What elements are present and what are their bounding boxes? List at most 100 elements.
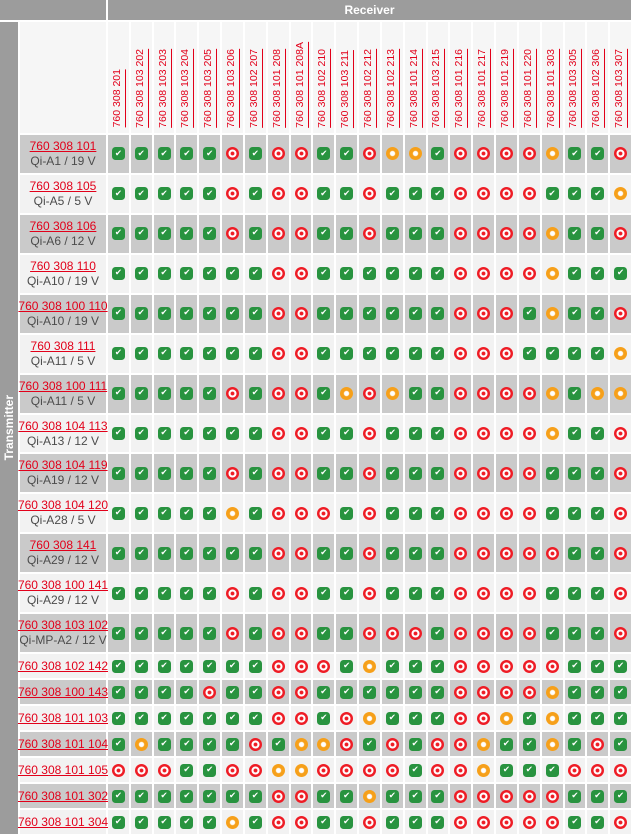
status-icon-not-compatible — [294, 187, 308, 201]
receiver-code-link[interactable]: 760 308 103 204 — [179, 49, 195, 128]
receiver-code-link[interactable]: 760 308 102 213 — [384, 49, 400, 128]
status-icon-compatible — [317, 267, 331, 281]
matrix-cell — [564, 454, 586, 493]
status-icon-compatible — [568, 711, 582, 725]
matrix-cell — [108, 784, 129, 809]
column-header-cell: 760 308 101 214 — [404, 22, 426, 133]
transmitter-code-link[interactable]: 760 308 106 — [29, 218, 97, 233]
transmitter-code-link[interactable]: 760 308 101 103 — [17, 710, 109, 725]
transmitter-code-link[interactable]: 760 308 100 111 — [18, 378, 108, 393]
matrix-cell — [336, 732, 358, 757]
receiver-code-link[interactable]: 760 308 103 203 — [156, 49, 172, 128]
transmitter-code-link[interactable]: 760 308 104 119 — [18, 458, 108, 473]
transmitter-row: 760 308 100 141 Qi-A29 / 12 V — [17, 574, 631, 613]
status-icon-not-compatible — [522, 466, 536, 480]
matrix-cell — [222, 534, 243, 573]
matrix-cell — [290, 680, 312, 705]
matrix-cell — [564, 494, 586, 533]
status-icon-compatible — [431, 307, 445, 321]
receiver-code-link[interactable]: 760 308 102 212 — [361, 49, 377, 128]
status-icon-compatible — [408, 685, 422, 699]
receiver-code-link[interactable]: 760 308 103 211 — [339, 49, 355, 128]
receiver-code-link[interactable]: 760 308 103 307 — [613, 49, 629, 128]
matrix-cell — [564, 534, 586, 573]
status-icon-compatible — [385, 815, 399, 829]
receiver-code-link[interactable]: 760 308 103 205 — [202, 49, 218, 128]
receiver-code-link[interactable]: 760 308 102 207 — [247, 49, 263, 128]
matrix-cell — [108, 454, 129, 493]
matrix-cell — [313, 758, 335, 783]
transmitter-code-link[interactable]: 760 308 111 — [30, 338, 96, 353]
status-icon-compatible — [226, 546, 240, 560]
receiver-code-link[interactable]: 760 308 101 220 — [521, 49, 537, 128]
transmitter-code-link[interactable]: 760 308 101 302 — [17, 788, 109, 803]
matrix-cell — [290, 214, 312, 253]
transmitter-code-link[interactable]: 760 308 101 104 — [17, 736, 109, 751]
status-icon-compatible — [317, 307, 331, 321]
transmitter-code-link[interactable]: 760 308 105 — [29, 178, 97, 193]
matrix-cell — [610, 784, 631, 809]
transmitter-code-link[interactable]: 760 308 101 — [29, 138, 97, 153]
matrix-cell — [473, 614, 495, 653]
receiver-code-link[interactable]: 760 308 102 306 — [590, 49, 606, 128]
status-icon-compatible — [431, 586, 445, 600]
matrix-cell — [290, 134, 312, 173]
receiver-code-link[interactable]: 760 308 101 219 — [498, 49, 514, 128]
receiver-code-link[interactable]: 760 308 102 210 — [316, 49, 332, 128]
status-icon-compatible — [568, 626, 582, 640]
receiver-code-link[interactable]: 760 308 103 202 — [133, 49, 149, 128]
status-icon-compatible — [134, 789, 148, 803]
status-icon-compatible — [248, 227, 262, 241]
status-icon-compatible — [591, 187, 605, 201]
status-icon-compatible — [385, 659, 399, 673]
matrix-cell — [153, 454, 175, 493]
transmitter-code-link[interactable]: 760 308 104 113 — [18, 418, 108, 433]
matrix-cell — [222, 758, 243, 783]
transmitter-code-link[interactable]: 760 308 100 141 — [17, 578, 109, 593]
transmitter-code-link[interactable]: 760 308 103 102 — [17, 618, 109, 633]
status-icon-not-compatible — [454, 789, 468, 803]
status-icon-compatible — [180, 659, 194, 673]
matrix-cell — [564, 374, 586, 413]
receiver-code-link[interactable]: 760 308 101 216 — [453, 49, 469, 128]
transmitter-code-link[interactable]: 760 308 101 105 — [17, 762, 109, 777]
status-icon-not-compatible — [454, 387, 468, 401]
transmitter-code-link[interactable]: 760 308 100 143 — [17, 684, 109, 699]
receiver-code-link[interactable]: 760 308 101 208 — [270, 49, 286, 128]
receiver-code-link[interactable]: 760 308 101 217 — [476, 49, 492, 128]
transmitter-code-link[interactable]: 760 308 101 304 — [17, 814, 109, 829]
matrix-cell — [130, 214, 152, 253]
status-icon-compatible — [111, 307, 125, 321]
matrix-cell — [336, 294, 358, 333]
matrix-cell — [244, 810, 266, 834]
status-icon-compatible — [134, 586, 148, 600]
status-icon-not-compatible — [454, 147, 468, 161]
receiver-code-link[interactable]: 760 308 103 305 — [567, 49, 583, 128]
transmitter-code-link[interactable]: 760 308 102 142 — [17, 658, 109, 673]
matrix-cell — [313, 334, 335, 373]
receiver-code-link[interactable]: 760 308 101 208A — [293, 42, 309, 128]
transmitter-code-link[interactable]: 760 308 110 — [30, 258, 96, 273]
receiver-code-link[interactable]: 760 308 103 215 — [430, 49, 446, 128]
transmitter-code-link[interactable]: 760 308 141 — [29, 538, 97, 553]
receiver-code-link[interactable]: 760 308 103 206 — [225, 49, 241, 128]
matrix-cell — [108, 134, 129, 173]
status-icon-compatible — [203, 789, 217, 803]
matrix-cell — [427, 810, 449, 834]
status-icon-compatible — [157, 685, 171, 699]
matrix-cell — [473, 534, 495, 573]
matrix-cell — [450, 334, 472, 373]
receiver-code-link[interactable]: 760 308 101 303 — [544, 49, 560, 128]
receiver-code-link[interactable]: 760 308 201 — [110, 69, 126, 128]
status-icon-compatible — [568, 546, 582, 560]
matrix-cell — [153, 758, 175, 783]
matrix-cell — [199, 414, 221, 453]
transmitter-row: 760 308 110 Qi-A10 / 19 V — [20, 254, 631, 293]
status-icon-not-compatible — [454, 267, 468, 281]
status-icon-compatible — [408, 659, 422, 673]
transmitter-label: Transmitter — [2, 395, 16, 461]
transmitter-code-link[interactable]: 760 308 100 110 — [18, 298, 108, 313]
receiver-code-link[interactable]: 760 308 101 214 — [407, 49, 423, 128]
transmitter-row: 760 308 104 119 Qi-A19 / 12 V — [18, 454, 631, 493]
transmitter-code-link[interactable]: 760 308 104 120 — [17, 498, 109, 513]
